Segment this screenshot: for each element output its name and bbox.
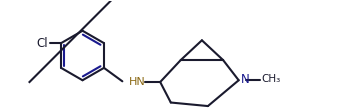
- Text: Cl: Cl: [37, 37, 48, 50]
- Text: CH₃: CH₃: [262, 74, 281, 84]
- Text: N: N: [241, 73, 250, 86]
- Text: HN: HN: [129, 77, 146, 87]
